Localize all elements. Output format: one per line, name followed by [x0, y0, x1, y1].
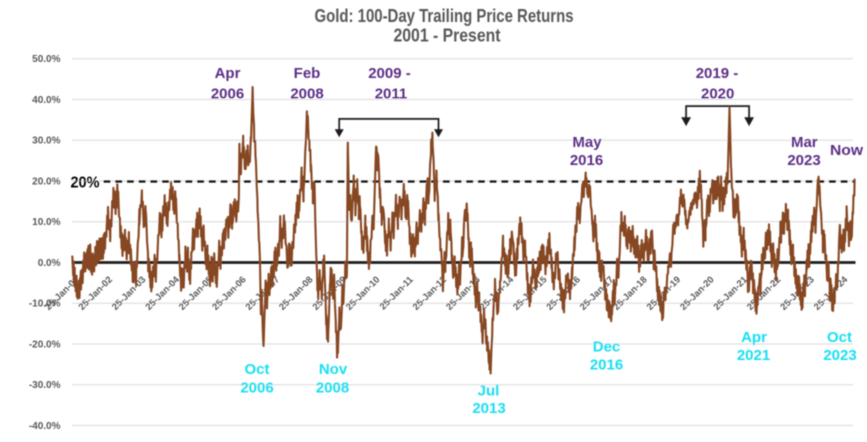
svg-text:-20.0%: -20.0% [29, 339, 61, 350]
svg-text:Nov: Nov [319, 361, 348, 378]
svg-text:2020: 2020 [701, 85, 734, 102]
svg-text:2019 -: 2019 - [696, 65, 739, 82]
svg-text:2008: 2008 [316, 379, 349, 396]
svg-text:30.0%: 30.0% [32, 136, 60, 147]
svg-text:-30.0%: -30.0% [29, 380, 61, 391]
svg-text:Jul: Jul [478, 382, 500, 399]
svg-text:Apr: Apr [741, 329, 767, 346]
svg-text:50.0%: 50.0% [32, 54, 60, 65]
svg-text:2008: 2008 [290, 85, 323, 102]
svg-text:May: May [572, 134, 602, 151]
svg-text:0.0%: 0.0% [38, 258, 61, 269]
svg-text:40.0%: 40.0% [32, 95, 60, 106]
svg-text:Feb: Feb [294, 65, 321, 82]
svg-text:2016: 2016 [570, 152, 603, 169]
svg-text:2011: 2011 [375, 85, 408, 102]
svg-text:2021: 2021 [737, 347, 770, 364]
svg-text:Now: Now [830, 142, 863, 159]
svg-text:Oct: Oct [244, 361, 269, 378]
svg-text:Apr: Apr [215, 65, 241, 82]
svg-text:2016: 2016 [590, 356, 623, 373]
svg-text:-40.0%: -40.0% [29, 421, 61, 432]
svg-text:-10.0%: -10.0% [29, 299, 61, 310]
svg-text:2006: 2006 [240, 379, 273, 396]
svg-text:2023: 2023 [823, 347, 856, 364]
svg-text:20%: 20% [71, 175, 100, 192]
svg-text:20.0%: 20.0% [32, 176, 60, 187]
svg-text:10.0%: 10.0% [32, 217, 60, 228]
svg-text:2013: 2013 [472, 400, 505, 417]
svg-text:2001 - Present: 2001 - Present [394, 25, 501, 46]
svg-text:2009 -: 2009 - [368, 65, 411, 82]
svg-text:Dec: Dec [593, 338, 621, 355]
svg-text:Mar: Mar [791, 134, 818, 151]
svg-text:Gold: 100-Day Trailing Price R: Gold: 100-Day Trailing Price Returns [315, 5, 574, 26]
svg-text:Oct: Oct [827, 329, 852, 346]
svg-text:2023: 2023 [787, 152, 820, 169]
svg-text:2006: 2006 [211, 85, 244, 102]
